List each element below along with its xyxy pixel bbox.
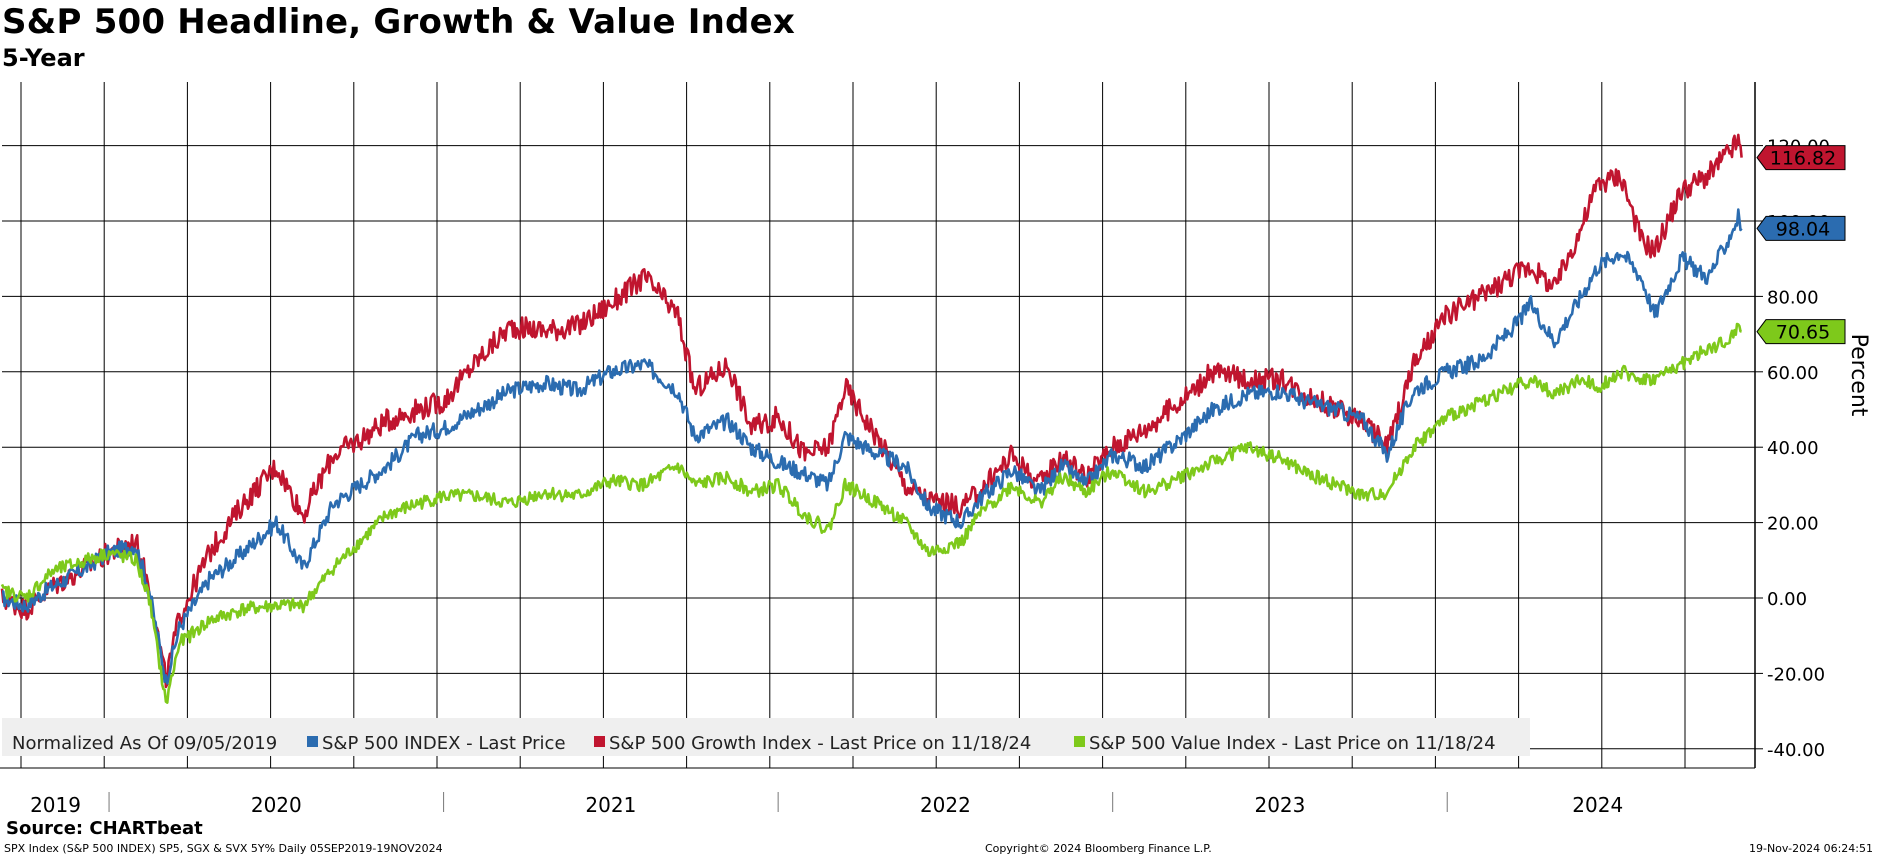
legend-prefix: Normalized As Of 09/05/2019 xyxy=(12,733,277,754)
footer-timestamp: 19-Nov-2024 06:24:51 xyxy=(1748,842,1873,855)
last-value-tag-spx-box xyxy=(1756,215,1846,241)
legend-label-spx: S&P 500 INDEX - Last Price xyxy=(322,733,566,754)
y-tick-label: 0.00 xyxy=(1767,589,1807,610)
y-tick-label: -20.00 xyxy=(1767,664,1825,685)
footer-copyright: Copyright© 2024 Bloomberg Finance L.P. xyxy=(985,842,1212,855)
series-line-growth xyxy=(0,133,1743,689)
last-value-tag-value-box xyxy=(1756,319,1846,345)
y-tick-label: 20.00 xyxy=(1767,514,1819,535)
series-line-spx xyxy=(1,208,1743,685)
series-layer xyxy=(0,133,1743,704)
legend-swatch-value xyxy=(1074,736,1085,747)
last-value-tag-value-label: 70.65 xyxy=(1776,322,1830,344)
legend-label-growth: S&P 500 Growth Index - Last Price on 11/… xyxy=(609,733,1031,754)
year-label: 2022 xyxy=(920,793,971,817)
year-label: 2023 xyxy=(1254,793,1305,817)
y-axis-title: Percent xyxy=(1846,334,1871,417)
legend-swatch-spx xyxy=(307,736,318,747)
last-value-tag-growth-label: 116.82 xyxy=(1770,148,1836,170)
year-label: 2019 xyxy=(30,793,81,817)
legend-swatch-growth xyxy=(594,736,605,747)
legend: Normalized As Of 09/05/2019 S&P 500 INDE… xyxy=(2,718,1530,756)
last-value-tag-spx-label: 98.04 xyxy=(1776,218,1830,240)
y-tick-label: 60.00 xyxy=(1767,363,1819,384)
year-label: 2024 xyxy=(1572,793,1623,817)
y-tick-label: -40.00 xyxy=(1767,740,1825,761)
axes: -40.00-20.000.0020.0040.0060.0080.00100.… xyxy=(0,82,1871,817)
legend-label-value: S&P 500 Value Index - Last Price on 11/1… xyxy=(1089,733,1496,754)
year-label: 2021 xyxy=(585,793,636,817)
chart-title: S&P 500 Headline, Growth & Value Index xyxy=(2,2,795,42)
series-line-value xyxy=(0,322,1742,704)
legend-background xyxy=(2,718,1530,756)
last-value-tags: 98.04 116.82 70.65 xyxy=(1756,145,1846,345)
source-note: Source: CHARTbeat xyxy=(6,818,203,839)
last-value-tag-growth-box xyxy=(1756,145,1846,171)
chart-subtitle: 5-Year xyxy=(2,44,85,72)
footer-left: SPX Index (S&P 500 INDEX) SP5, SGX & SVX… xyxy=(4,842,443,855)
y-tick-label: 80.00 xyxy=(1767,287,1819,308)
year-label: 2020 xyxy=(251,793,302,817)
grid xyxy=(2,82,1755,768)
y-tick-label: 40.00 xyxy=(1767,438,1819,459)
